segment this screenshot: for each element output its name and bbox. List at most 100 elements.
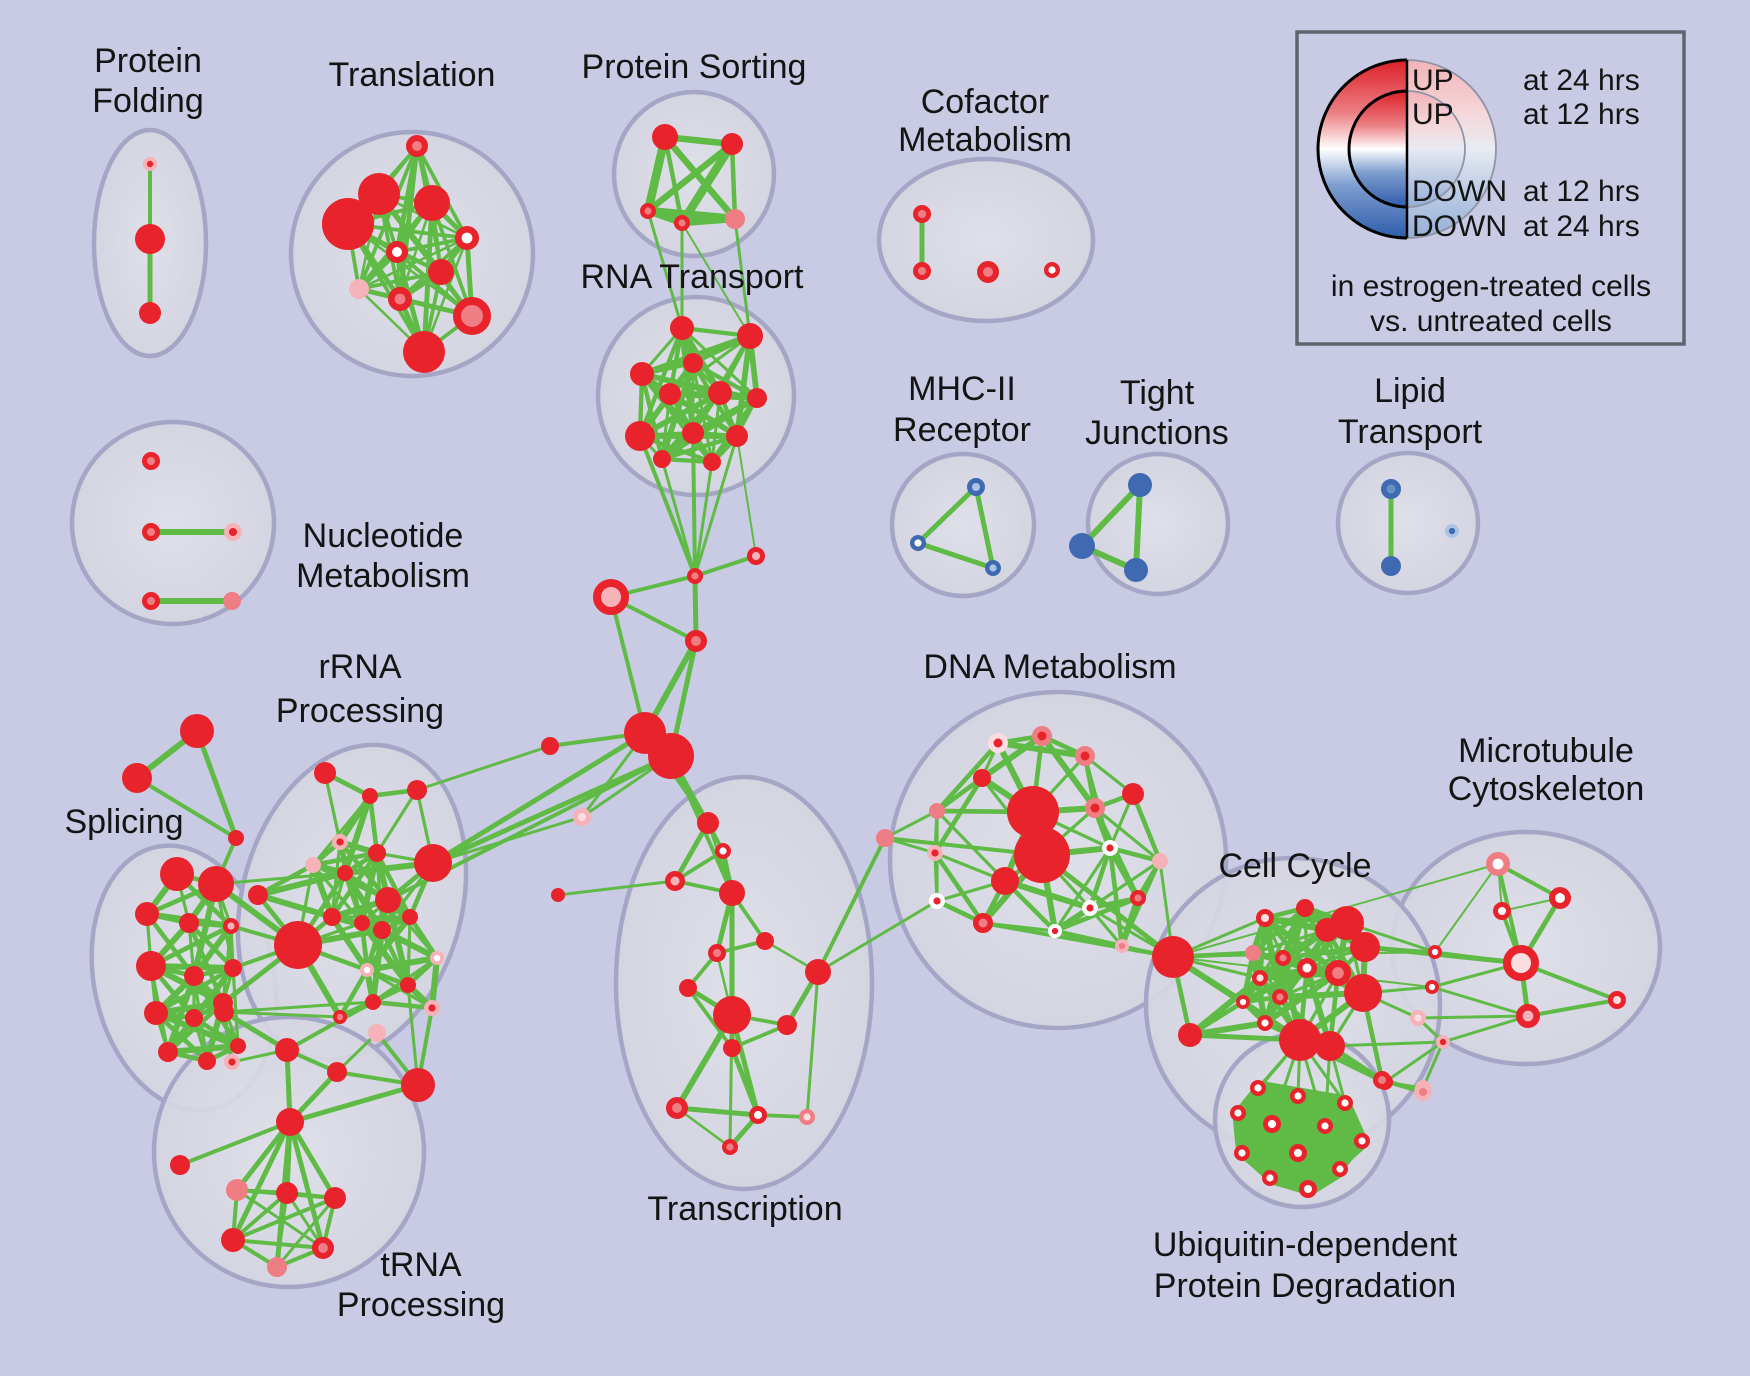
node-spl-0[interactable] [160, 857, 194, 891]
node-rrna-16[interactable] [365, 994, 381, 1010]
node-cof-3[interactable] [1043, 262, 1060, 279]
node-rna-5[interactable] [708, 381, 732, 405]
node-cc-10[interactable] [1324, 960, 1351, 987]
node-cc-13[interactable] [1271, 989, 1288, 1006]
node-ub-9[interactable] [1331, 1160, 1348, 1177]
node-mt-0[interactable] [1486, 851, 1511, 876]
node-ps-4[interactable] [725, 209, 745, 229]
node-ub-7[interactable] [1233, 1144, 1250, 1161]
node-dna-7[interactable] [927, 845, 944, 862]
node-lt-1[interactable] [1381, 556, 1401, 576]
node-cof-1[interactable] [912, 262, 931, 281]
node-cc-9[interactable] [1350, 932, 1380, 962]
node-trna-9[interactable] [276, 1182, 298, 1204]
node-tj-2[interactable] [1124, 558, 1148, 582]
node-dna-10[interactable] [991, 867, 1019, 895]
node-ps-1[interactable] [721, 133, 743, 155]
node-tl-5[interactable] [385, 240, 408, 263]
node-spl-13[interactable] [230, 1038, 246, 1054]
node-cc-12[interactable] [1251, 970, 1268, 987]
node-mt-9[interactable] [1436, 1035, 1451, 1050]
node-ub-1[interactable] [1289, 1087, 1306, 1104]
node-cof-2[interactable] [977, 260, 1000, 283]
node-rrna-4[interactable] [305, 857, 321, 873]
node-trna-5[interactable] [401, 1068, 435, 1102]
node-rrna-6[interactable] [337, 865, 353, 881]
node-trna-1[interactable] [223, 1053, 240, 1070]
node-tr-9[interactable] [777, 1015, 797, 1035]
node-tr-11[interactable] [666, 1097, 689, 1120]
node-ub-2[interactable] [1336, 1094, 1353, 1111]
node-rrna-9[interactable] [323, 908, 341, 926]
node-tri-0[interactable] [180, 714, 214, 748]
node-dna-12[interactable] [1152, 853, 1168, 869]
node-ub-5[interactable] [1316, 1117, 1333, 1134]
node-rna-2[interactable] [683, 353, 703, 373]
node-spl-8[interactable] [144, 1001, 168, 1025]
node-nuc-1[interactable] [142, 522, 161, 541]
node-dna-17[interactable] [1048, 923, 1063, 938]
node-nuc-2[interactable] [224, 522, 243, 541]
node-bb-1[interactable] [746, 546, 765, 565]
node-tr-3[interactable] [719, 880, 745, 906]
node-tl-10[interactable] [403, 331, 445, 373]
node-bb-9[interactable] [876, 829, 894, 847]
node-spl-2[interactable] [135, 902, 159, 926]
node-lt-2[interactable] [1445, 523, 1460, 538]
node-lt-0[interactable] [1381, 479, 1401, 499]
node-pf-0[interactable] [143, 157, 158, 172]
node-cc-0[interactable] [1152, 936, 1194, 978]
node-mhc-2[interactable] [985, 560, 1002, 577]
node-rrna-10[interactable] [354, 915, 370, 931]
node-dna-3[interactable] [973, 769, 991, 787]
node-cc-16[interactable] [1279, 1019, 1321, 1061]
node-spl-1[interactable] [198, 866, 234, 902]
node-rna-3[interactable] [630, 362, 654, 386]
node-tr-6[interactable] [679, 979, 697, 997]
node-mhc-0[interactable] [966, 478, 985, 497]
node-tl-6[interactable] [428, 259, 454, 285]
node-rrna-11[interactable] [373, 921, 391, 939]
node-tr-5[interactable] [707, 943, 726, 962]
node-dna-11[interactable] [1101, 840, 1118, 857]
node-cc-11[interactable] [1344, 974, 1382, 1012]
node-cc-4[interactable] [1245, 945, 1261, 961]
node-bb-2[interactable] [593, 579, 629, 615]
node-bb-0[interactable] [687, 568, 704, 585]
node-trna-12[interactable] [311, 1237, 334, 1260]
node-dna-13[interactable] [929, 893, 946, 910]
node-tr-12[interactable] [748, 1105, 767, 1124]
node-cc-18[interactable] [1372, 1070, 1391, 1089]
node-spl-12[interactable] [198, 1052, 216, 1070]
node-spl-4[interactable] [222, 918, 239, 935]
node-bb-5[interactable] [648, 733, 694, 779]
node-dna-2[interactable] [1075, 746, 1095, 766]
node-mt-8[interactable] [1409, 1010, 1426, 1027]
node-rrna-20[interactable] [248, 885, 268, 905]
node-rrna-5[interactable] [368, 844, 386, 862]
node-rrna-12[interactable] [402, 909, 418, 925]
node-tr-1[interactable] [715, 843, 732, 860]
node-tr-13[interactable] [799, 1108, 816, 1125]
node-cc-5[interactable] [1274, 950, 1291, 967]
node-rna-10[interactable] [653, 450, 671, 468]
node-rrna-13[interactable] [274, 921, 322, 969]
node-rrna-14[interactable] [359, 962, 374, 977]
node-tr-4[interactable] [756, 932, 774, 950]
node-tr-0[interactable] [697, 812, 719, 834]
node-tl-9[interactable] [453, 297, 491, 335]
node-rna-7[interactable] [625, 421, 655, 451]
node-mhc-1[interactable] [910, 535, 927, 552]
node-tr-10[interactable] [723, 1039, 741, 1057]
node-rna-4[interactable] [659, 383, 681, 405]
node-rrna-0[interactable] [314, 762, 336, 784]
node-trna-2[interactable] [275, 1038, 299, 1062]
node-mt-2[interactable] [1492, 901, 1511, 920]
node-dna-14[interactable] [973, 913, 993, 933]
node-trna-13[interactable] [267, 1257, 287, 1277]
node-rna-1[interactable] [737, 323, 763, 349]
node-tl-8[interactable] [387, 286, 412, 311]
node-ub-3[interactable] [1229, 1104, 1246, 1121]
node-dna-8[interactable] [1007, 786, 1059, 838]
node-cc-19[interactable] [1413, 1082, 1432, 1101]
